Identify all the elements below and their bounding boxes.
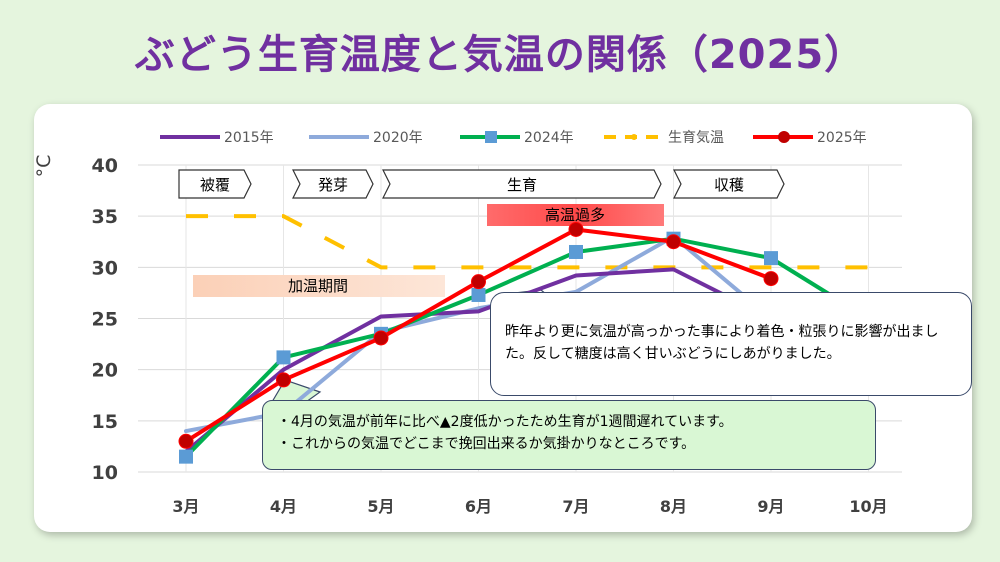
legend-label: 2015年 xyxy=(224,130,274,146)
data-point xyxy=(179,449,193,464)
y-tick-label: 15 xyxy=(92,411,118,433)
legend-label: 2025年 xyxy=(817,130,867,146)
data-point xyxy=(276,350,291,365)
stage-label: 生育 xyxy=(507,176,537,194)
data-point xyxy=(569,244,583,259)
data-point xyxy=(764,251,778,266)
heating-period-label: 加温期間 xyxy=(288,277,348,295)
legend-marker xyxy=(631,134,637,140)
y-axis-label: °C xyxy=(33,155,55,178)
data-point xyxy=(373,330,389,346)
x-tick-label: 8月 xyxy=(660,497,687,516)
stage-arrow xyxy=(673,169,785,199)
x-tick-label: 3月 xyxy=(172,497,199,516)
y-tick-label: 20 xyxy=(92,360,118,382)
data-point xyxy=(666,234,681,250)
x-tick-label: 5月 xyxy=(367,497,394,516)
high-temperature-band xyxy=(487,204,664,226)
data-point xyxy=(178,433,194,449)
x-tick-label: 9月 xyxy=(757,497,784,516)
legend-label: 2024年 xyxy=(524,130,574,146)
axes: 10 15 20 25 30 35 40 3月 4月 5月 6月 7月 8月 9月 10月 °C xyxy=(33,155,888,516)
stage-arrow xyxy=(178,169,252,199)
y-tick-label: 35 xyxy=(92,206,118,228)
legend: 2015年 2020年 2024年 生育気温 2025年 xyxy=(160,130,867,146)
x-tick-label: 4月 xyxy=(270,497,297,516)
callout-grape-quality-text: 昨年より更に気温が高っかった事により着色・粒張りに影響が出ました。反して糖度は高… xyxy=(505,324,939,362)
legend-label: 生育気温 xyxy=(668,130,724,146)
data-point xyxy=(471,274,486,290)
x-tick-label: 10月 xyxy=(849,497,887,516)
stage-label: 発芽 xyxy=(318,176,348,194)
y-tick-label: 10 xyxy=(92,462,118,484)
growth-stage-arrows: 被覆 発芽 生育 収穫 xyxy=(178,169,785,199)
callout-april-line-2: ・これからの気温でどこまで挽回出来るか気掛かりなところです。 xyxy=(277,436,696,452)
stage-arrow xyxy=(382,169,662,199)
y-tick-label: 30 xyxy=(92,257,118,279)
y-tick-label: 40 xyxy=(92,155,118,177)
shaded-bands: 加温期間 高温過多 xyxy=(193,204,664,297)
stage-label: 被覆 xyxy=(200,176,230,194)
x-tick-label: 7月 xyxy=(562,497,589,516)
callout-april-delay: ・4月の気温が前年に比べ▲2度低かったため生育が1週間遅れています。 ・これから… xyxy=(262,400,876,470)
series-lines xyxy=(178,214,876,464)
data-point xyxy=(568,221,584,237)
series-line xyxy=(184,267,773,454)
data-point xyxy=(763,271,779,287)
series-line xyxy=(186,214,869,270)
stage-label: 収穫 xyxy=(714,176,744,194)
x-tick-label: 6月 xyxy=(465,497,492,516)
heating-period-band xyxy=(193,275,445,297)
high-temperature-label: 高温過多 xyxy=(545,206,605,224)
legend-marker xyxy=(485,131,497,143)
series-line xyxy=(184,236,871,459)
data-point xyxy=(471,287,486,302)
stage-arrow xyxy=(292,169,374,199)
data-point xyxy=(276,372,291,388)
legend-label: 2020年 xyxy=(373,130,423,146)
callout-april-line-1: ・4月の気温が前年に比べ▲2度低かったため生育が1週間遅れています。 xyxy=(277,414,733,430)
callout-grape-quality: 昨年より更に気温が高っかった事により着色・粒張りに影響が出ました。反して糖度は高… xyxy=(490,292,972,396)
legend-marker xyxy=(778,131,790,143)
y-tick-label: 25 xyxy=(92,309,118,331)
page-title: ぶどう生育温度と気温の関係（2025） xyxy=(134,32,866,78)
